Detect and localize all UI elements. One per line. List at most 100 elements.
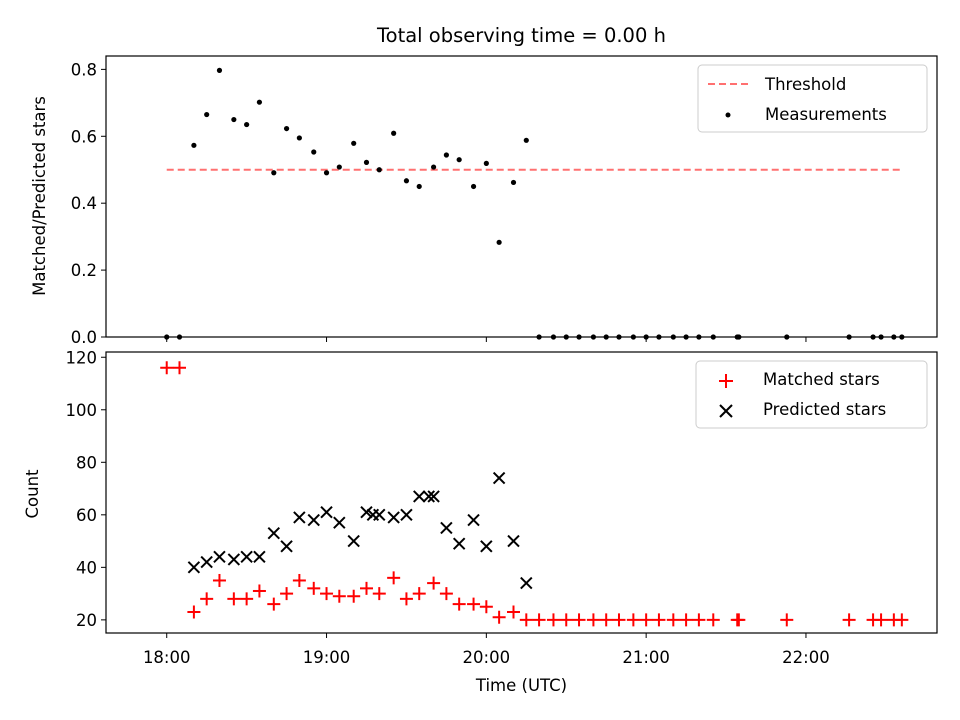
measurement-point <box>416 183 422 190</box>
matched-star-point <box>519 613 533 627</box>
matched-star-point <box>173 361 187 375</box>
top-y-ticks: 0.0 0.2 0.4 0.6 0.8 <box>71 60 106 347</box>
predicted-star-point <box>467 513 480 527</box>
legend-predicted-label: Predicted stars <box>763 400 886 419</box>
bottom-plot-frame <box>105 351 938 634</box>
measurement-point <box>336 164 342 170</box>
measurement-point <box>323 170 330 176</box>
measurement-point <box>510 179 517 186</box>
predicted-star-point <box>422 490 436 503</box>
predicted-star-point <box>280 540 293 553</box>
matched-star-point <box>842 613 856 627</box>
matched-star-point <box>572 613 586 627</box>
chart-title: Total observing time = 0.00 h <box>376 24 666 47</box>
legend-threshold-label: Threshold <box>764 75 846 94</box>
x-axis-label: Time (UTC) <box>475 676 567 695</box>
bottom-y-axis-label: Count <box>23 469 42 519</box>
matched-star-point <box>895 613 909 627</box>
matched-star-point <box>212 573 226 587</box>
matched-star-point <box>187 605 201 619</box>
top-legend: Threshold Measurements <box>697 64 928 133</box>
measurement-point <box>256 99 263 105</box>
matched-star-point <box>439 587 453 601</box>
predicted-star-point <box>440 521 453 535</box>
top-y-tick-label: 0.2 <box>71 261 97 280</box>
top-y-tick-label: 0.4 <box>71 194 97 213</box>
measurement-point <box>443 152 449 158</box>
predicted-star-point <box>347 534 360 548</box>
bottom-y-tick-label: 120 <box>66 348 98 367</box>
measurement-point <box>271 170 277 176</box>
matched-star-point <box>359 581 373 595</box>
predicted-star-point <box>492 471 506 485</box>
matched-star-point <box>546 613 560 627</box>
predicted-star-point <box>333 516 346 529</box>
predicted-star-point <box>427 490 440 503</box>
matched-star-point <box>639 613 653 627</box>
top-y-tick-label: 0.8 <box>71 60 97 79</box>
legend-matched-label: Matched stars <box>763 370 880 389</box>
x-tick-label: 18:00 <box>143 648 191 667</box>
x-tick-label: 19:00 <box>303 648 351 667</box>
matched-star-point <box>874 613 888 627</box>
top-y-tick-label: 0.6 <box>71 127 97 146</box>
ratio-panel: Total observing time = 0.00 h Matched/Pr… <box>30 24 938 347</box>
bottom-y-ticks: 20 40 60 80 100 120 <box>66 348 106 630</box>
matched-star-point <box>452 597 466 611</box>
predicted-legend-marker <box>719 404 733 418</box>
matched-star-point <box>732 613 746 627</box>
matched-star-point <box>292 573 306 587</box>
matched-star-point <box>200 592 214 606</box>
measurement-point <box>216 67 223 73</box>
predicted-star-point <box>253 550 266 564</box>
predicted-star-point <box>373 508 386 522</box>
matched-star-point <box>599 613 613 627</box>
matched-star-point <box>666 613 680 627</box>
matched-star-point <box>372 587 386 601</box>
measurement-point <box>363 159 370 165</box>
matched-star-point <box>320 587 334 601</box>
x-tick-label: 21:00 <box>622 648 670 667</box>
matched-star-point <box>252 584 266 598</box>
measurement-point <box>523 137 529 143</box>
matched-star-point <box>399 592 413 606</box>
measurement-point <box>244 121 250 128</box>
predicted-star-point <box>413 490 426 503</box>
predicted-star-point <box>452 537 466 550</box>
matched-star-point <box>692 613 706 627</box>
measurement-point <box>376 167 382 173</box>
measurement-point <box>283 125 290 132</box>
matched-star-point <box>479 600 493 614</box>
matched-star-point <box>612 613 626 627</box>
top-y-tick-label: 0.0 <box>71 328 97 347</box>
predicted-star-point <box>507 534 520 548</box>
predicted-star-point <box>387 511 400 524</box>
measurement-point <box>351 140 357 146</box>
matched-star-point <box>160 361 174 375</box>
predicted-star-point <box>293 511 306 524</box>
measurement-point <box>470 183 477 190</box>
matched-star-point <box>412 587 426 601</box>
matched-star-point <box>559 613 573 627</box>
matched-star-point <box>427 576 441 590</box>
bottom-y-tick-label: 80 <box>76 453 97 472</box>
predicted-star-point <box>240 550 253 564</box>
matched-star-point <box>780 613 794 627</box>
matched-star-point <box>387 571 401 585</box>
top-plot-frame <box>105 55 938 338</box>
measurement-point <box>496 239 502 245</box>
matched-star-point <box>240 592 254 606</box>
measurement-point <box>311 149 317 155</box>
count-panel: Count Time (UTC) 20 40 60 80 100 120 18:00 19:… <box>23 348 938 695</box>
top-y-axis-label: Matched/Predicted stars <box>30 96 49 296</box>
matched-star-point <box>267 597 281 611</box>
predicted-star-point <box>480 540 493 553</box>
top-legend-box <box>697 64 928 133</box>
measurements-legend-marker <box>725 112 731 118</box>
measurement-point <box>296 135 302 141</box>
bottom-y-tick-label: 100 <box>66 401 98 420</box>
matched-star-point <box>347 589 361 603</box>
measurement-point <box>403 178 410 184</box>
predicted-star-point <box>213 550 226 564</box>
predicted-star-point <box>307 513 320 527</box>
